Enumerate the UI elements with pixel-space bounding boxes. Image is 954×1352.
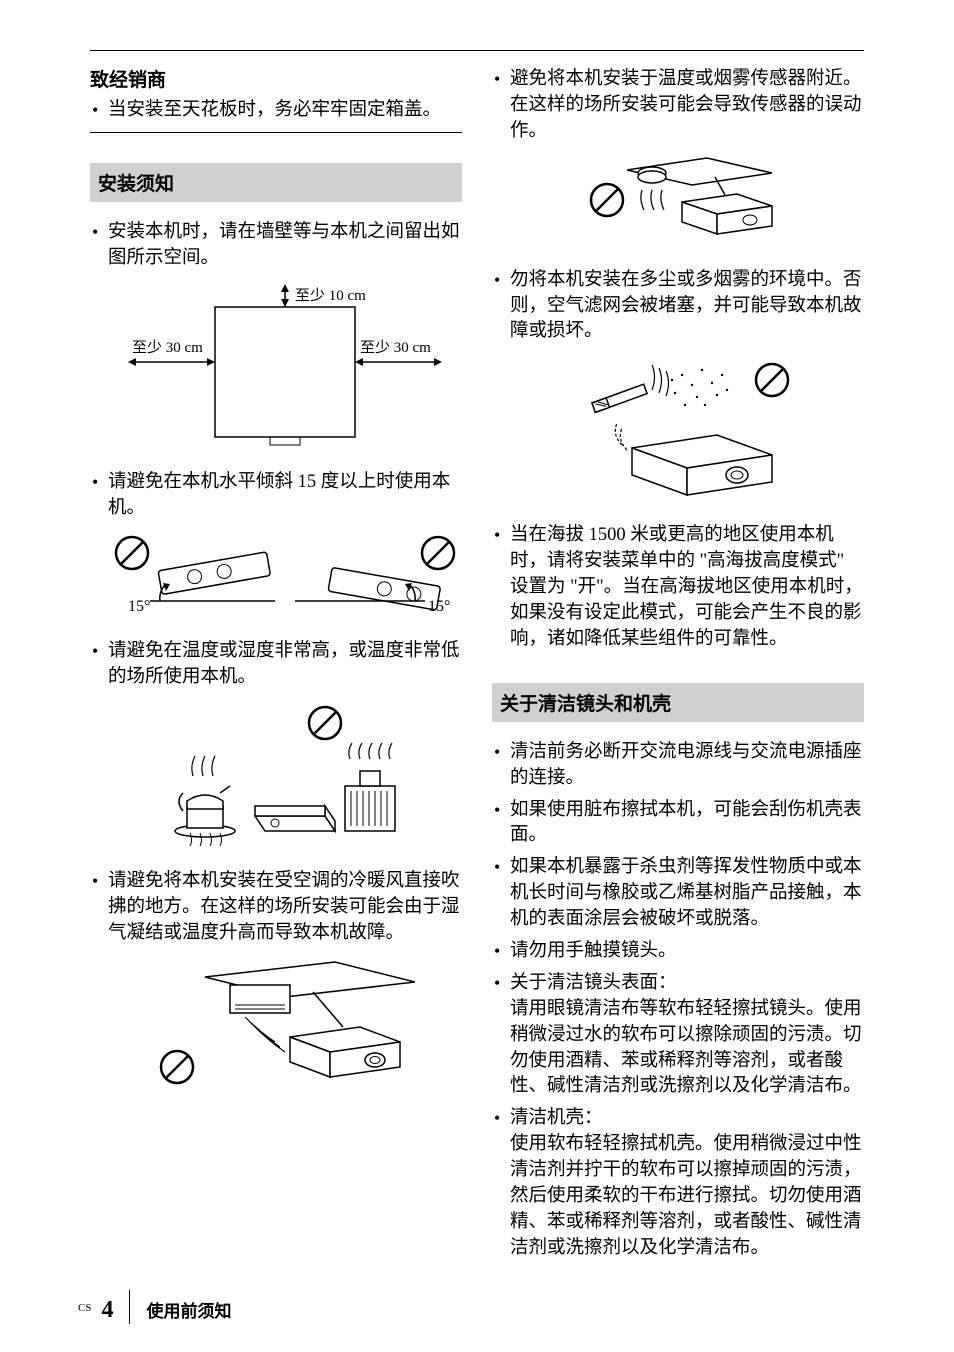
footer: CS 4 使用前须知 xyxy=(78,1290,231,1324)
svg-text:至少 30 cm: 至少 30 cm xyxy=(132,339,203,356)
install-b2: 请避免在本机水平倾斜 15 度以上时使用本机。 xyxy=(90,470,462,522)
dealer-bullet: 当安装至天花板时，务必牢牢固定箱盖。 xyxy=(90,98,462,124)
clean-b5-label: 关于清洁镜头表面： xyxy=(510,973,677,993)
clean-b5: 关于清洁镜头表面： 请用眼镜清洁布等软布轻轻擦拭镜头。使用稍微浸过水的软布可以擦… xyxy=(492,971,864,1100)
clean-b2: 如果使用脏布擦拭本机，可能会刮伤机壳表面。 xyxy=(492,798,864,850)
install-b1: 安装本机时，请在墙壁等与本机之间留出如图所示空间。 xyxy=(90,220,462,272)
footer-page-number: 4 xyxy=(101,1297,113,1324)
fig-aircon xyxy=(108,957,462,1097)
clean-b1: 清洁前务必断开交流电源线与交流电源插座的连接。 xyxy=(492,740,864,792)
fig-sensor xyxy=(510,155,864,250)
install-list-4: 请避免将本机安装在受空调的冷暖风直接吹拂的地方。在这样的场所安装可能会由于湿气凝… xyxy=(90,869,462,947)
aircon-svg xyxy=(155,957,415,1097)
clean-b6-sub: 使用软布轻轻擦拭机壳。使用稍微浸过中性清洁剂并拧干的软布可以擦掉顽固的污渍，然后… xyxy=(510,1134,862,1258)
columns: 致经销商 当安装至天花板时，务必牢牢固定箱盖。 安装须知 安装本机时，请在墙壁等… xyxy=(90,51,864,1268)
sensor-svg xyxy=(587,155,787,250)
svg-text:至少 10 cm: 至少 10 cm xyxy=(295,287,366,304)
svg-text:15°: 15° xyxy=(428,598,450,615)
right-column: 避免将本机安装于温度或烟雾传感器附近。在这样的场所安装可能会导致传感器的误动作。 xyxy=(492,61,864,1268)
clean-b3: 如果本机暴露于杀虫剂等挥发性物质中或本机长时间与橡胶或乙烯基树脂产品接触，本机的… xyxy=(492,855,864,933)
clean-b6-label: 清洁机壳： xyxy=(510,1108,603,1128)
clean-list: 清洁前务必断开交流电源线与交流电源插座的连接。 如果使用脏布擦拭本机，可能会刮伤… xyxy=(492,740,864,1262)
clean-heading: 关于清洁镜头和机壳 xyxy=(492,683,864,722)
install-list-5: 避免将本机安装于温度或烟雾传感器附近。在这样的场所安装可能会导致传感器的误动作。 xyxy=(492,67,864,145)
fig-temp xyxy=(108,701,462,851)
svg-text:至少 30 cm: 至少 30 cm xyxy=(360,339,431,356)
tilt-svg: 15° 15° xyxy=(110,531,460,621)
clean-b4: 请勿用手触摸镜头。 xyxy=(492,939,864,965)
install-b5: 避免将本机安装于温度或烟雾传感器附近。在这样的场所安装可能会导致传感器的误动作。 xyxy=(492,67,864,145)
install-b7: 当在海拔 1500 米或更高的地区使用本机时，请将安装菜单中的 "高海拔高度模式… xyxy=(492,523,864,652)
install-heading: 安装须知 xyxy=(90,163,462,202)
install-list-3: 请避免在温度或湿度非常高，或温度非常低的场所使用本机。 xyxy=(90,639,462,691)
fig-clearance: 至少 10 cm 至少 30 cm 至少 30 cm xyxy=(108,282,462,452)
clean-b6: 清洁机壳： 使用软布轻轻擦拭机壳。使用稍微浸过中性清洁剂并拧干的软布可以擦掉顽固… xyxy=(492,1106,864,1261)
fig-dust xyxy=(510,355,864,505)
svg-text:15°: 15° xyxy=(128,598,150,615)
clean-b5-sub: 请用眼镜清洁布等软布轻轻擦拭镜头。使用稍微浸过水的软布可以擦除顽固的污渍。切勿使… xyxy=(510,999,862,1097)
install-b3: 请避免在温度或湿度非常高，或温度非常低的场所使用本机。 xyxy=(90,639,462,691)
footer-section: 使用前须知 xyxy=(146,1297,231,1324)
install-list-1: 安装本机时，请在墙壁等与本机之间留出如图所示空间。 xyxy=(90,220,462,272)
install-b4: 请避免将本机安装在受空调的冷暖风直接吹拂的地方。在这样的场所安装可能会由于湿气凝… xyxy=(90,869,462,947)
install-list-2: 请避免在本机水平倾斜 15 度以上时使用本机。 xyxy=(90,470,462,522)
page: 致经销商 当安装至天花板时，务必牢牢固定箱盖。 安装须知 安装本机时，请在墙壁等… xyxy=(90,50,864,1302)
footer-cs: CS xyxy=(78,1302,91,1314)
install-b6: 勿将本机安装在多尘或多烟雾的环境中。否则，空气滤网会被堵塞，并可能导致本机故障或… xyxy=(492,268,864,346)
left-column: 致经销商 当安装至天花板时，务必牢牢固定箱盖。 安装须知 安装本机时，请在墙壁等… xyxy=(90,61,462,1268)
dealer-list: 当安装至天花板时，务必牢牢固定箱盖。 xyxy=(90,98,462,124)
dust-svg xyxy=(577,355,797,505)
divider xyxy=(90,132,462,133)
install-list-7: 当在海拔 1500 米或更高的地区使用本机时，请将安装菜单中的 "高海拔高度模式… xyxy=(492,523,864,652)
fig-tilt: 15° 15° xyxy=(108,531,462,621)
install-list-6: 勿将本机安装在多尘或多烟雾的环境中。否则，空气滤网会被堵塞，并可能导致本机故障或… xyxy=(492,268,864,346)
clearance-svg: 至少 10 cm 至少 30 cm 至少 30 cm xyxy=(120,282,450,452)
footer-divider xyxy=(129,1290,130,1324)
dealer-title: 致经销商 xyxy=(90,65,462,92)
dealer-box: 致经销商 当安装至天花板时，务必牢牢固定箱盖。 xyxy=(90,65,462,133)
temp-svg xyxy=(165,701,405,851)
